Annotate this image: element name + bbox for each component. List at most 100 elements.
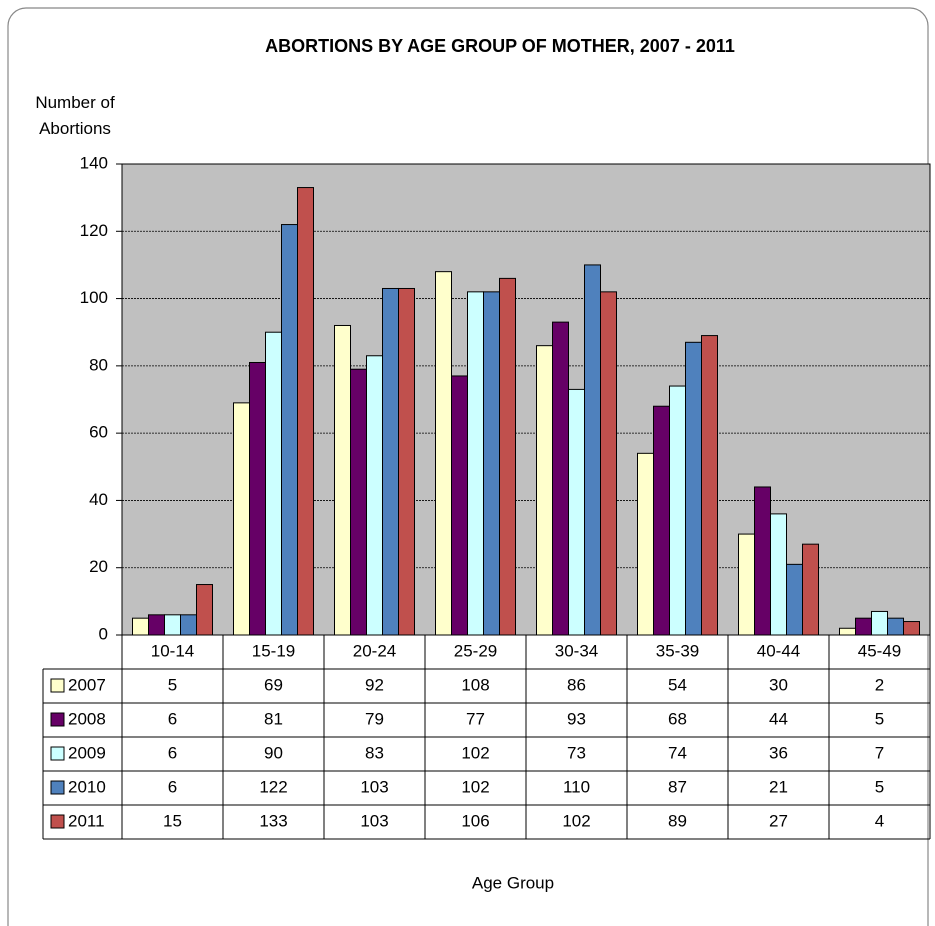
x-tick-label: 30-34 (555, 641, 598, 660)
table-value: 44 (769, 709, 788, 728)
x-tick-label: 15-19 (252, 641, 295, 660)
table-value: 86 (567, 675, 586, 694)
bar (451, 375, 468, 636)
legend-key (50, 712, 65, 727)
table-value: 6 (168, 777, 177, 796)
legend-label: 2009 (68, 743, 106, 762)
y-tick-label: 40 (89, 490, 108, 509)
y-tick-label: 60 (89, 423, 108, 442)
bar (839, 627, 856, 636)
x-axis-label: Age Group (472, 873, 554, 892)
table-value: 21 (769, 777, 788, 796)
table-value: 102 (461, 777, 489, 796)
bar (653, 405, 670, 636)
y-tick-label: 120 (80, 221, 108, 240)
bar (786, 563, 803, 636)
table-value: 5 (168, 675, 177, 694)
bar (281, 224, 298, 636)
bar (584, 264, 601, 636)
table-value: 7 (875, 743, 884, 762)
table-value: 81 (264, 709, 283, 728)
x-tick-label: 35-39 (656, 641, 699, 660)
table-value: 74 (668, 743, 687, 762)
bar (297, 187, 314, 636)
bar (382, 287, 399, 636)
y-tick-label: 140 (80, 153, 108, 172)
table-value: 103 (360, 777, 388, 796)
bar (366, 355, 383, 636)
bar (871, 610, 888, 636)
bar (350, 368, 367, 636)
bar (600, 291, 617, 636)
y-tick-label: 0 (99, 624, 108, 643)
table-value: 79 (365, 709, 384, 728)
table-value: 5 (875, 709, 884, 728)
table-value: 68 (668, 709, 687, 728)
table-value: 110 (563, 777, 590, 796)
bar (754, 486, 771, 636)
bar (196, 584, 213, 636)
table-value: 83 (365, 743, 384, 762)
table-value: 5 (875, 777, 884, 796)
bar (132, 617, 149, 636)
y-axis-label: Number of Abortions (35, 93, 115, 138)
bar (334, 324, 351, 636)
table-value: 69 (264, 675, 283, 694)
table-value: 89 (668, 811, 687, 830)
table-value: 30 (769, 675, 788, 694)
bar (552, 321, 569, 636)
bar (435, 271, 452, 636)
table-value: 90 (264, 743, 283, 762)
table-value: 4 (875, 811, 884, 830)
legend-key (50, 780, 65, 795)
bar (148, 614, 165, 636)
table-value: 122 (259, 777, 287, 796)
x-tick-label: 45-49 (858, 641, 901, 660)
bar (398, 287, 415, 636)
bar (802, 543, 819, 636)
bar (249, 361, 266, 636)
bar (887, 617, 904, 636)
table-value: 27 (769, 811, 788, 830)
table-value: 92 (365, 675, 384, 694)
y-tick-label: 20 (89, 557, 108, 576)
x-tick-label: 10-14 (151, 641, 194, 660)
bar (855, 617, 872, 636)
bar (233, 402, 250, 636)
table-value: 2 (875, 675, 884, 694)
table-value: 15 (163, 811, 182, 830)
bar (568, 388, 585, 636)
bar (265, 331, 282, 636)
bar (685, 341, 702, 636)
table-value: 102 (562, 811, 590, 830)
bar (701, 335, 718, 636)
legend-label: 2007 (68, 675, 106, 694)
chart-title: ABORTIONS BY AGE GROUP OF MOTHER, 2007 -… (265, 36, 735, 56)
table-value: 102 (461, 743, 489, 762)
legend-label: 2008 (68, 709, 106, 728)
bar (164, 614, 181, 636)
bar (770, 513, 787, 636)
bar (738, 533, 755, 636)
legend-label: 2010 (68, 777, 106, 796)
table-value: 77 (466, 709, 485, 728)
x-tick-label: 20-24 (353, 641, 396, 660)
bar (499, 277, 516, 636)
bar (467, 291, 484, 636)
table-value: 108 (461, 675, 489, 694)
table-value: 36 (769, 743, 788, 762)
legend-key (50, 678, 65, 693)
y-tick-label: 80 (89, 355, 108, 374)
legend-label: 2011 (68, 811, 105, 830)
bar (637, 452, 654, 636)
table-value: 54 (668, 675, 687, 694)
table-value: 73 (567, 743, 586, 762)
y-tick-label: 100 (80, 288, 108, 307)
bar (669, 385, 686, 636)
table-value: 93 (567, 709, 586, 728)
table-value: 106 (461, 811, 489, 830)
bar (180, 614, 197, 636)
table-value: 6 (168, 709, 177, 728)
